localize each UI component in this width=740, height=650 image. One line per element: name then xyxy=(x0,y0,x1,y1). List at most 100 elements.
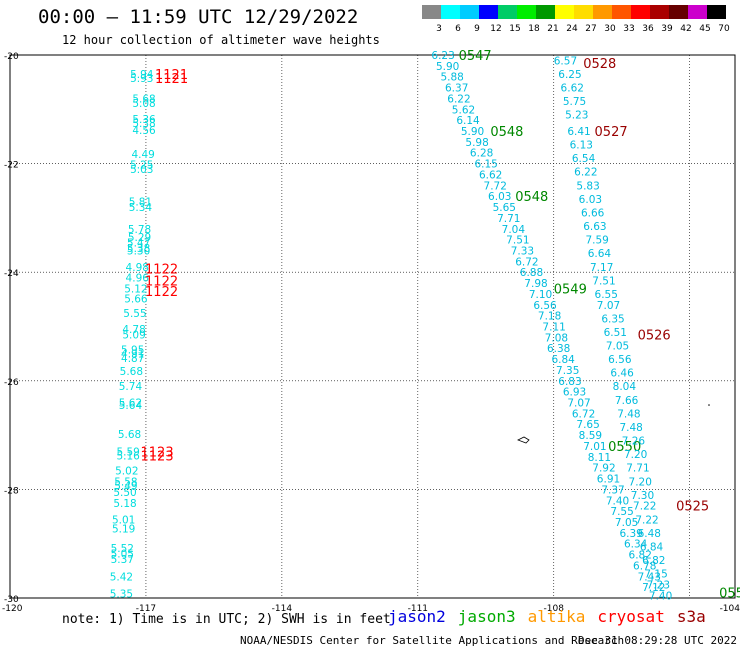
swh-label: 6.46 xyxy=(610,368,634,380)
swh-label: 6.62 xyxy=(479,169,502,181)
swh-label: 6.14 xyxy=(456,115,480,127)
swh-label: 7.20 xyxy=(629,476,652,488)
swh-label: 5.49 xyxy=(114,481,137,493)
swh-label: 6.23 xyxy=(431,50,454,62)
satellite-s3a: s3a xyxy=(676,607,706,626)
swh-label: 6.82 xyxy=(629,550,652,562)
scale-swatch xyxy=(460,5,479,19)
swh-label: 7.72 xyxy=(484,180,507,192)
swh-label: 4.87 xyxy=(121,353,144,365)
swh-label: 7.10 xyxy=(529,289,552,301)
swh-label: 7.98 xyxy=(524,278,547,290)
swh-label: 7.43 xyxy=(638,571,661,583)
swh-label: 7.04 xyxy=(502,224,526,236)
footer-credit: NOAA/NESDIS Center for Satellite Applica… xyxy=(240,634,625,647)
swh-label: 8.11 xyxy=(588,452,611,464)
swh-label: 6.66 xyxy=(581,207,605,219)
scale-swatch xyxy=(517,5,536,19)
swh-label: 5.98 xyxy=(465,137,488,149)
swh-label: 6.56 xyxy=(533,300,557,312)
swh-label: 5.88 xyxy=(440,72,463,84)
swh-label: 5.36 xyxy=(132,114,156,126)
swh-label: 5.90 xyxy=(436,61,459,73)
x-tick-label: -104 xyxy=(720,604,740,614)
y-tick-label: -30 xyxy=(4,595,19,605)
swh-label: 5.08 xyxy=(132,98,155,110)
swh-label: 5.19 xyxy=(112,523,135,535)
swh-label: 5.37 xyxy=(111,554,134,566)
swh-label: 6.03 xyxy=(488,191,511,203)
scale-swatch xyxy=(498,5,517,19)
swh-label: 6.64 xyxy=(588,248,612,260)
swh-label: 7.33 xyxy=(511,245,534,257)
scale-label: 15 xyxy=(509,24,520,34)
scale-label: 70 xyxy=(718,24,730,34)
y-tick-label: -22 xyxy=(4,161,19,171)
swh-label: 5.25 xyxy=(130,160,153,172)
swh-label: 5.34 xyxy=(129,202,153,214)
swh-label: 6.25 xyxy=(558,69,581,81)
scale-swatch xyxy=(536,5,555,19)
swh-label: 7.55 xyxy=(610,506,633,518)
scale-swatch xyxy=(612,5,631,19)
swh-label: 7.08 xyxy=(545,332,568,344)
swh-label: 6.88 xyxy=(520,267,543,279)
swh-label: 7.35 xyxy=(556,365,579,377)
time-label: 1122 xyxy=(145,262,178,277)
swh-label: 5.68 xyxy=(118,429,141,441)
time-label: 055 xyxy=(719,587,740,602)
swh-label: 5.65 xyxy=(493,202,516,214)
swh-label: 7.48 xyxy=(619,422,642,434)
swh-label: 8.04 xyxy=(613,381,637,393)
scale-swatch xyxy=(479,5,498,19)
swh-label: 5.66 xyxy=(124,293,148,305)
scale-swatch xyxy=(688,5,707,19)
scale-swatch xyxy=(441,5,460,19)
swh-label: 5.38 xyxy=(127,243,150,255)
swh-label: 7.48 xyxy=(617,408,640,420)
scale-swatch xyxy=(574,5,593,19)
swh-label: 5.18 xyxy=(113,498,136,510)
swh-label: 5.12 xyxy=(124,283,147,295)
swh-label: 4.96 xyxy=(126,273,150,285)
swh-label: 5.74 xyxy=(119,381,143,393)
time-label: 1122 xyxy=(145,285,178,300)
swh-label: 7.26 xyxy=(622,436,646,448)
swh-label: 5.78 xyxy=(128,224,151,236)
island-outline xyxy=(517,436,530,444)
swh-label: 7.65 xyxy=(576,419,599,431)
swh-label: 6.22 xyxy=(447,93,470,105)
satellite-jason2: jason2 xyxy=(388,607,446,626)
swh-label: 4.91 xyxy=(121,349,144,361)
swh-label: 7.22 xyxy=(633,501,656,513)
y-tick-label: -20 xyxy=(4,52,19,62)
time-label: 1123 xyxy=(141,445,174,460)
swh-label: 7.40 xyxy=(606,495,629,507)
swh-label: 5.38 xyxy=(132,118,155,130)
swh-label: 6.84 xyxy=(551,354,575,366)
y-tick-label: -24 xyxy=(4,269,19,279)
swh-label: 5.55 xyxy=(123,308,146,320)
swh-label: 8.59 xyxy=(579,430,602,442)
swh-label: 5.90 xyxy=(461,126,484,138)
satellite-cryosat: cryosat xyxy=(597,607,665,626)
swh-label: 6.13 xyxy=(570,140,593,152)
footer-date: Dec 31 08:29:28 UTC 2022 xyxy=(578,634,737,647)
swh-label: 6.34 xyxy=(624,539,648,551)
swh-label: 7.05 xyxy=(606,341,629,353)
scale-swatch xyxy=(555,5,574,19)
swh-label: 5.01 xyxy=(112,514,135,526)
swh-label: 6.72 xyxy=(572,408,595,420)
swh-label: 6.35 xyxy=(601,313,624,325)
scale-swatch xyxy=(669,5,688,19)
page-title: 00:00 – 11:59 UTC 12/29/2022 xyxy=(38,6,359,28)
swh-label: 5.81 xyxy=(129,197,152,209)
swh-label: 5.23 xyxy=(565,110,588,122)
swh-label: 6.72 xyxy=(515,256,538,268)
swh-label: 4.78 xyxy=(122,324,145,336)
swh-label: 5.47 xyxy=(127,237,150,249)
swh-label: 7.30 xyxy=(631,490,654,502)
swh-label: 5.05 xyxy=(111,548,134,560)
time-label: 0526 xyxy=(638,329,671,344)
